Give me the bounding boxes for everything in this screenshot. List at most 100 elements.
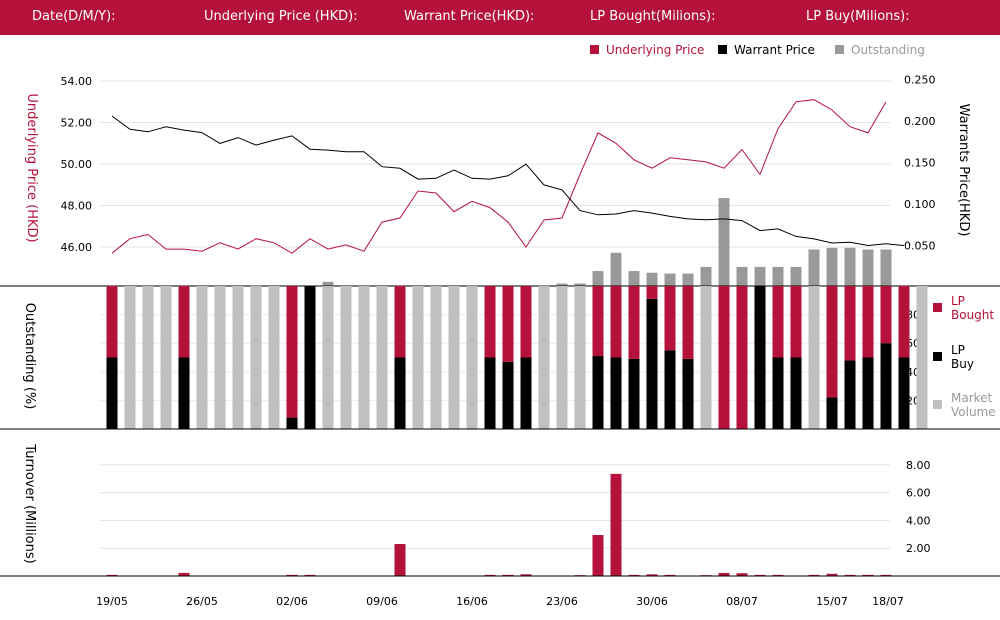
market-volume-bar [124,286,136,429]
warrant-tick-label: 0.250 [904,74,936,87]
price-legend[interactable]: Underlying Price Warrant Price Outstandi… [590,43,925,57]
turnover-bar [394,544,406,576]
lp-buy-bar [286,417,298,429]
market-volume-bar [250,286,262,429]
turnover-bar [304,574,316,576]
date-axis-label: 30/06 [636,595,668,608]
date-axis-label: 23/06 [546,595,578,608]
lp-buy-bar [178,357,190,429]
lp-bought-bar [664,286,676,351]
warrant-tick-labels: 0.250 0.200 0.150 0.100 0.050 [904,74,936,253]
underlying-tick-label: 52.00 [61,117,93,130]
lp-buy-bar [772,357,784,429]
legend-swatch-underlying [590,45,599,54]
lp-bought-bar [520,286,532,358]
market-volume-bar [376,286,388,429]
legend-text-line: Volume [951,405,996,419]
lp-bought-bar [772,286,784,358]
date-axis-label: 15/07 [816,595,848,608]
turnover-bar [718,572,730,576]
market-volume-bar [322,286,334,429]
turnover-bar [826,573,838,576]
legend-lp-buy[interactable]: LP Buy [951,343,974,371]
lp-buy-bar [520,357,532,429]
turnover-bar [178,572,190,576]
outstanding-bar [664,273,676,286]
turnover-bar [754,574,766,576]
market-volume-bar [556,286,568,429]
underlying-tick-label: 46.00 [61,241,93,254]
market-volume-bar [196,286,208,429]
lp-buy-bar [682,358,694,429]
outstanding-bar [322,281,334,286]
turnover-bar [772,574,784,576]
outstanding-bar [610,252,622,286]
outstanding-bar [826,247,838,286]
lp-buy-bar [844,360,856,429]
market-volume-bar [268,286,280,429]
outstanding-bar [862,249,874,286]
market-volume-bar [160,286,172,429]
market-volume-bar [214,286,226,429]
lp-buy-bar [790,357,802,429]
outstanding-bar [754,266,766,286]
lp-bought-bar [790,286,802,358]
lp-buy-bar [484,357,496,429]
legend-outstanding[interactable]: Outstanding [851,43,925,57]
lp-bought-bar [106,286,118,358]
legend-swatch-outstanding [835,45,844,54]
lp-bought-bar [484,286,496,358]
turnover-bar [628,574,640,576]
lp-buy-bar [592,356,604,429]
lp-buy-bar [754,286,766,429]
lp-buy-bar [394,357,406,429]
lp-bought-bar [178,286,190,358]
legend-lp-bought[interactable]: LP Bought [951,294,994,322]
turnover-bar [736,573,748,576]
market-volume-bar [808,286,820,429]
date-axis-label: 08/07 [726,595,758,608]
lp-bought-bar [844,286,856,361]
legend-text-line: LP [951,343,965,357]
lp-bought-bar [682,286,694,359]
turnover-tick-label: 6.00 [906,487,931,500]
lp-buy-bar [898,357,910,429]
legend-warrant[interactable]: Warrant Price [734,43,815,57]
turnover-bar [502,574,514,576]
legend-market-volume[interactable]: Market Volume [951,391,996,419]
warrant-price-line[interactable] [111,115,905,247]
lp-legend[interactable]: LP Bought LP Buy Market Volume [933,294,996,419]
lp-bought-bar [736,286,748,429]
date-axis-label: 18/07 [872,595,904,608]
turnover-tick-labels: 8.00 6.00 4.00 2.00 [906,459,931,555]
outstanding-bar [790,266,802,286]
outstanding-bar [592,271,604,286]
date-axis-labels: 19/05 26/05 02/06 09/06 16/06 23/06 30/06 08/07… [96,595,904,608]
lp-buy-bar [880,343,892,429]
lp-bought-bar [646,286,658,299]
lp-bought-bar [286,286,298,418]
date-axis-label: 02/06 [276,595,308,608]
turnover-bar [808,574,820,576]
market-volume-bar [916,286,928,429]
legend-swatch-lp-bought [933,303,942,312]
date-axis-label: 19/05 [96,595,128,608]
underlying-tick-labels: 54.00 52.00 50.00 48.00 46.00 [61,75,93,254]
legend-text-line: LP [951,294,965,308]
lp-bought-bar [502,286,514,362]
outstanding-axis-title: Outstanding (%) [22,303,37,410]
date-axis-label: 09/06 [366,595,398,608]
underlying-price-line[interactable] [111,99,887,254]
date-axis-label: 26/05 [186,595,218,608]
lp-buy-bar [304,286,316,429]
legend-underlying[interactable]: Underlying Price [606,43,704,57]
lp-bought-bar [898,286,910,358]
lp-buy-label: LP Buy(Milions): [806,9,910,24]
outstanding-bars [322,198,892,286]
lp-bought-label: LP Bought(Milions): [590,9,716,24]
underlying-tick-label: 50.00 [61,158,93,171]
turnover-bar [484,574,496,576]
lp-buy-bar [862,357,874,429]
